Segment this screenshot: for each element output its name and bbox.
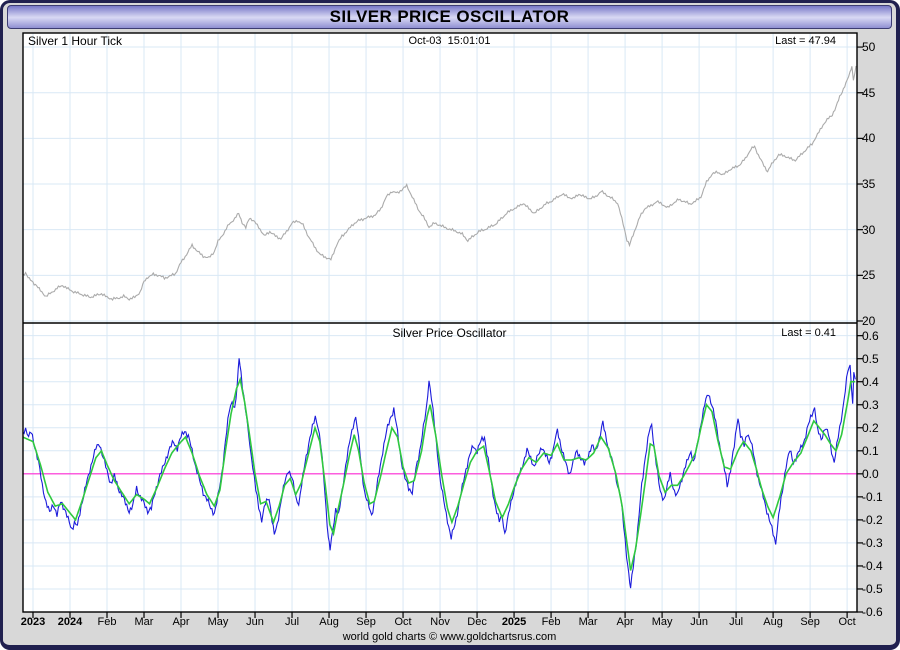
price-line [23, 65, 857, 301]
footer-credit: world gold charts © www.goldchartsrus.co… [342, 631, 557, 643]
chart-canvas [22, 32, 863, 618]
plot-area [22, 32, 863, 618]
title-bar: SILVER PRICE OSCILLATOR [7, 5, 892, 29]
oscillator-line [23, 358, 856, 589]
series-layer [23, 65, 857, 589]
signal-line [23, 376, 856, 571]
page-title: SILVER PRICE OSCILLATOR [329, 7, 570, 26]
